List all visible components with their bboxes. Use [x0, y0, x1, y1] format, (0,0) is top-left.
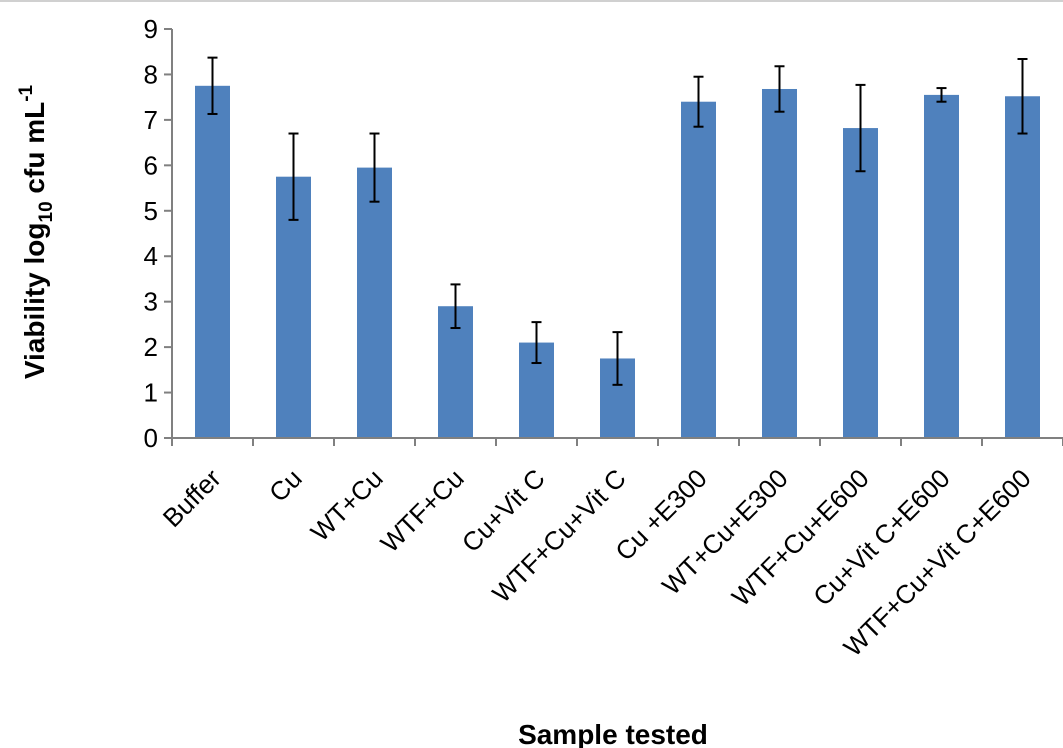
y-tick-label: 0: [144, 423, 158, 453]
error-bars-layer: [207, 56, 1028, 386]
error-bar-6: [693, 75, 704, 128]
error-bar-4: [531, 321, 542, 365]
x-tick-label: Cu+Vit C+E600: [807, 463, 956, 612]
bar-10: [1005, 96, 1040, 438]
x-tick-label: WTF+Cu+E600: [726, 463, 875, 612]
bar-2: [357, 167, 392, 438]
bar-6: [681, 101, 716, 438]
y-tick-label: 7: [144, 105, 158, 135]
x-tick-label: Buffer: [157, 463, 227, 533]
error-bar-8: [855, 83, 866, 173]
error-bar-2: [369, 132, 380, 203]
y-axis-title-main: Viability log: [19, 222, 50, 379]
y-tick-label: 5: [144, 196, 158, 226]
y-tick-label: 6: [144, 150, 158, 180]
error-bar-10: [1017, 57, 1028, 135]
error-bar-1: [288, 132, 299, 221]
x-tick-label: WTF+Cu: [374, 463, 469, 558]
error-bar-5: [612, 331, 623, 386]
y-axis-title: Viability log10 cfu mL-1: [16, 84, 57, 379]
y-ticks-layer: 0 1 2 3 4 5 6 7 8 9: [144, 14, 172, 453]
error-bar-3: [450, 283, 461, 330]
y-tick-label: 2: [144, 332, 158, 362]
error-bar-9: [936, 87, 947, 103]
y-axis-title-subscript: 10: [36, 201, 57, 222]
y-tick-label: 9: [144, 14, 158, 44]
x-tick-label: Cu: [263, 463, 308, 508]
error-bar-7: [774, 65, 785, 113]
x-axis-title: Sample tested: [518, 719, 708, 748]
bar-7: [762, 88, 797, 438]
y-tick-label: 4: [144, 241, 158, 271]
error-bar-0: [207, 56, 218, 115]
y-tick-label: 8: [144, 59, 158, 89]
y-tick-label: 1: [144, 378, 158, 408]
y-axis-title-superscript: -1: [16, 84, 37, 101]
bar-9: [924, 94, 959, 439]
y-tick-label: 3: [144, 287, 158, 317]
bar-8: [843, 128, 878, 438]
y-axis-title-unit: cfu mL: [19, 102, 50, 202]
bar-0: [195, 85, 230, 439]
